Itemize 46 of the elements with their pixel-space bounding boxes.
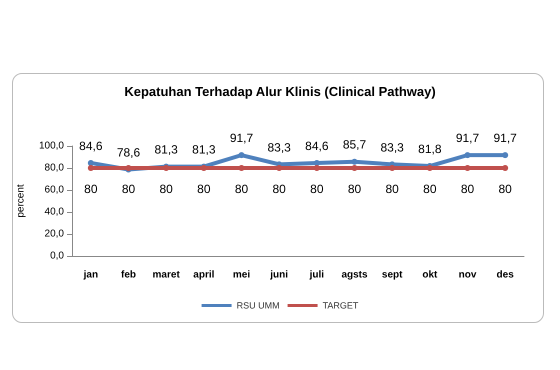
data-label: 83,3 <box>380 140 404 154</box>
y-tick-label: 20,0 <box>44 228 64 240</box>
data-label: 80 <box>122 182 136 196</box>
data-label: 84,6 <box>305 138 329 153</box>
x-tick-label: agsts <box>341 270 368 280</box>
data-label: 80 <box>310 182 324 196</box>
x-tick-label: juli <box>308 270 324 280</box>
legend-label: RSU UMM <box>236 300 280 310</box>
y-tick-label: 100,0 <box>38 140 64 152</box>
data-label: 78,6 <box>116 146 140 160</box>
data-label: 80 <box>84 182 98 196</box>
data-label: 81,3 <box>154 142 178 157</box>
data-label: 91,7 <box>456 131 480 146</box>
y-tick-label: 80,0 <box>44 162 64 174</box>
data-label: 80 <box>385 182 400 196</box>
data-label: 80 <box>272 182 286 196</box>
y-tick-label: 60,0 <box>44 184 64 196</box>
data-label: 80 <box>197 182 211 196</box>
x-tick-label: jan <box>82 270 98 280</box>
x-tick-label: okt <box>422 270 438 280</box>
x-tick-label: nov <box>458 270 477 280</box>
data-label: 81,8 <box>418 142 442 156</box>
y-tick-label: 0,0 <box>50 250 64 262</box>
x-tick-label: des <box>496 270 514 280</box>
x-tick-label: maret <box>152 270 180 280</box>
data-label: 80 <box>234 182 248 196</box>
data-label: 91,7 <box>230 131 254 146</box>
data-label: 85,7 <box>342 138 366 152</box>
x-tick-label: juni <box>269 270 288 280</box>
data-label: 80 <box>159 182 174 196</box>
x-tick-label: april <box>193 270 215 280</box>
data-label: 80 <box>460 182 474 196</box>
chart-title: Kepatuhan Terhadap Alur Klinis (Clinical Pathway) <box>124 84 436 99</box>
y-tick-label: 40,0 <box>44 206 64 218</box>
x-tick-label: mei <box>232 270 250 280</box>
data-label: 80 <box>498 182 512 196</box>
legend-label: TARGET <box>322 300 359 310</box>
data-label: 80 <box>348 182 362 196</box>
data-label: 84,6 <box>79 138 103 153</box>
x-tick-label: feb <box>121 270 136 280</box>
data-label: 81,3 <box>192 142 216 157</box>
data-label: 91,7 <box>493 131 518 146</box>
y-axis-title: percent <box>16 184 26 218</box>
x-tick-label: sept <box>382 270 404 280</box>
data-label: 80 <box>423 182 437 196</box>
data-label: 83,3 <box>267 140 292 154</box>
